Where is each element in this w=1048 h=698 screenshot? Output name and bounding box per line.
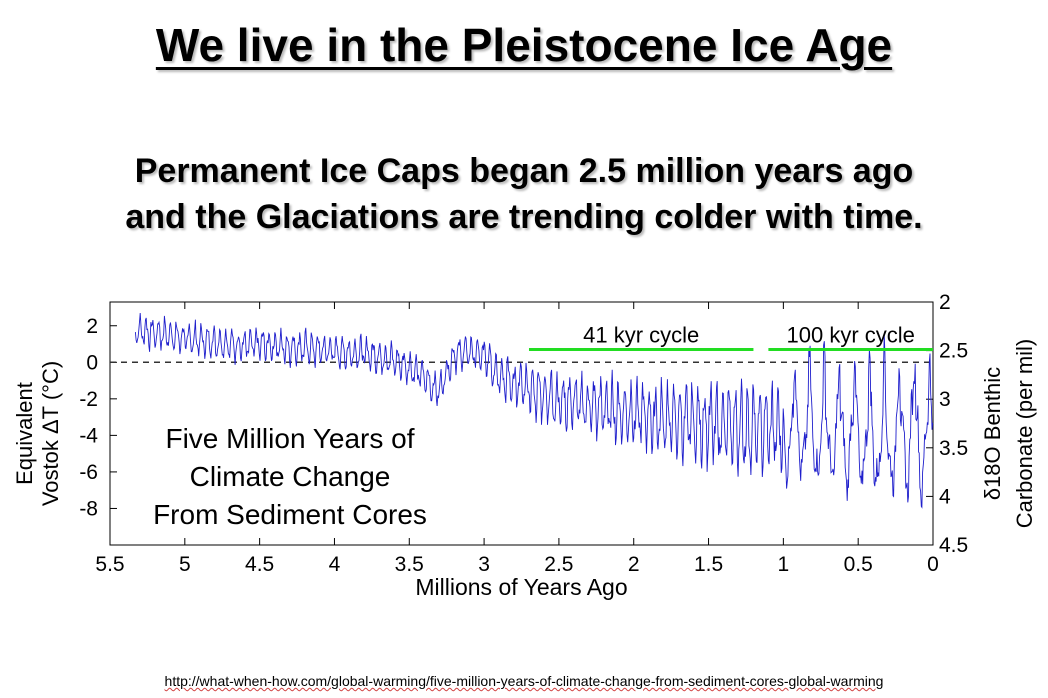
- y-left-tick-label: -6: [79, 461, 98, 484]
- x-tick-label: 0: [927, 553, 939, 576]
- page-subtitle: Permanent Ice Caps began 2.5 million yea…: [0, 148, 1048, 240]
- y-left-tick-label: -2: [79, 388, 98, 411]
- y-right-tick-label: 3: [939, 388, 951, 411]
- y-right-tick-label: 2: [939, 291, 951, 314]
- chart-annotation-line: Climate Change: [190, 461, 391, 492]
- y-left-axis-label-line-2: Vostok ΔT (°C): [38, 361, 63, 506]
- x-tick-label: 3: [478, 553, 490, 576]
- subtitle-line-1: Permanent Ice Caps began 2.5 million yea…: [134, 152, 914, 190]
- y-left-tick-label: -4: [79, 424, 98, 447]
- x-tick-label: 1: [778, 553, 790, 576]
- x-tick-label: 5: [179, 553, 191, 576]
- chart-annotation-line: From Sediment Cores: [153, 499, 427, 530]
- x-tick-label: 2: [628, 553, 640, 576]
- x-tick-label: 4: [329, 553, 341, 576]
- y-right-axis-label-line-1: δ18O Benthic: [980, 367, 1005, 500]
- x-tick-label: 3.5: [395, 553, 424, 576]
- subtitle-line-2: and the Glaciations are trending colder …: [125, 198, 923, 236]
- y-right-axis-label-line-2: Carbonate (per mil): [1012, 339, 1037, 529]
- page-title: We live in the Pleistocene Ice Age: [155, 19, 893, 71]
- y-left-tick-label: -8: [79, 497, 98, 520]
- x-tick-label: 2.5: [544, 553, 573, 576]
- x-tick-label: 5.5: [95, 553, 124, 576]
- x-axis-label: Millions of Years Ago: [415, 574, 627, 600]
- y-right-tick-label: 4: [939, 485, 951, 508]
- y-right-tick-label: 2.5: [939, 340, 968, 363]
- y-right-tick-label: 4.5: [939, 534, 968, 557]
- x-tick-label: 1.5: [694, 553, 723, 576]
- cycle-label: 41 kyr cycle: [583, 323, 699, 348]
- series-line: [134, 312, 934, 509]
- cycle-label: 100 kyr cycle: [787, 323, 915, 348]
- plot-area: 5.5 5 4.5 4 3.5 3 2.5 2 1.5 1 0.5 0 2 0 -2 -4 -6 -8 2 2.5 3 3…: [12, 291, 1037, 600]
- y-right-tick-label: 3.5: [939, 437, 968, 460]
- y-left-tick-label: 2: [86, 315, 98, 338]
- x-tick-label: 4.5: [245, 553, 274, 576]
- y-left-tick-label: 0: [86, 351, 98, 374]
- chart-annotation-line: Five Million Years of: [165, 423, 414, 454]
- x-tick-label: 0.5: [844, 553, 873, 576]
- y-left-axis-label-line-1: Equivalent: [12, 382, 37, 485]
- climate-chart: 5.5 5 4.5 4 3.5 3 2.5 2 1.5 1 0.5 0 2 0 -2 -4 -6 -8 2 2.5 3 3…: [12, 291, 1037, 600]
- source-link[interactable]: http://what-when-how.com/global-warming/…: [164, 673, 884, 689]
